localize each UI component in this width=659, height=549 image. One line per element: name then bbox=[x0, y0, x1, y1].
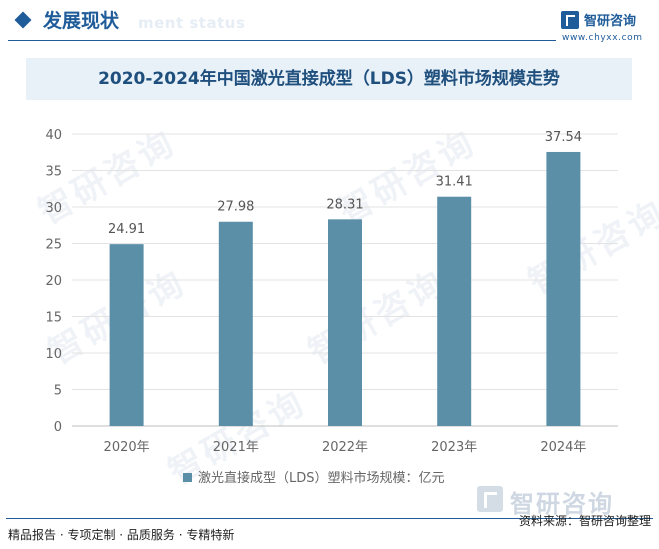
bar bbox=[328, 219, 362, 426]
bar bbox=[218, 221, 253, 426]
chart-title-bar: 2020-2024年中国激光直接成型（LDS）塑料市场规模走势 bbox=[26, 58, 632, 100]
footer-slogan: 精品报告 · 专项定制 · 品质服务 · 专精特新 bbox=[8, 528, 235, 542]
y-tick-label: 10 bbox=[45, 347, 62, 362]
data-label: 27.98 bbox=[217, 200, 254, 215]
y-tick-label: 30 bbox=[45, 201, 62, 216]
footer-source: 资料来源：智研咨询整理 bbox=[518, 514, 651, 528]
brand-name: 智研咨询 bbox=[584, 14, 637, 29]
y-tick-label: 5 bbox=[54, 384, 62, 399]
y-tick-label: 25 bbox=[45, 238, 62, 253]
data-labels: 24.91 27.98 28.31 31.41 37.54 bbox=[108, 130, 582, 237]
footer-logo-icon bbox=[477, 486, 503, 512]
x-tick-label: 2021年 bbox=[213, 440, 259, 455]
brand: 智研咨询 www.chyxx.com bbox=[561, 8, 656, 44]
x-tick-label: 2022年 bbox=[322, 440, 368, 455]
data-label: 37.54 bbox=[545, 130, 582, 145]
y-tick-label: 40 bbox=[45, 128, 62, 143]
chart-title: 2020-2024年中国激光直接成型（LDS）塑料市场规模走势 bbox=[98, 69, 560, 89]
x-tick-label: 2023年 bbox=[431, 440, 477, 455]
bar bbox=[546, 151, 581, 426]
legend-label: 激光直接成型（LDS）塑料市场规模：亿元 bbox=[198, 471, 445, 486]
y-tick-label: 20 bbox=[45, 274, 62, 289]
header-divider bbox=[8, 40, 556, 41]
bar bbox=[109, 244, 144, 426]
section-ghost-subtitle: ment status bbox=[138, 14, 246, 32]
footer-logo-text: 智研咨询 bbox=[510, 490, 614, 518]
data-label: 28.31 bbox=[326, 197, 363, 212]
y-tick-label: 0 bbox=[54, 420, 62, 435]
x-tick-label: 2020年 bbox=[104, 440, 150, 455]
brand-url: www.chyxx.com bbox=[562, 33, 643, 43]
data-label: 31.41 bbox=[436, 175, 473, 190]
bar bbox=[437, 196, 472, 426]
legend-swatch bbox=[183, 473, 192, 482]
y-tick-label: 35 bbox=[45, 165, 62, 180]
data-label: 24.91 bbox=[108, 222, 145, 237]
footer-divider bbox=[6, 518, 653, 519]
section-title: 发展现状 bbox=[43, 10, 120, 32]
brand-logo-icon bbox=[561, 11, 579, 29]
header: 发展现状 ment status 智研咨询 www.chyxx.com bbox=[0, 0, 659, 44]
y-tick-label: 15 bbox=[45, 311, 62, 326]
bars bbox=[109, 151, 581, 426]
x-tick-label: 2024年 bbox=[540, 440, 586, 455]
